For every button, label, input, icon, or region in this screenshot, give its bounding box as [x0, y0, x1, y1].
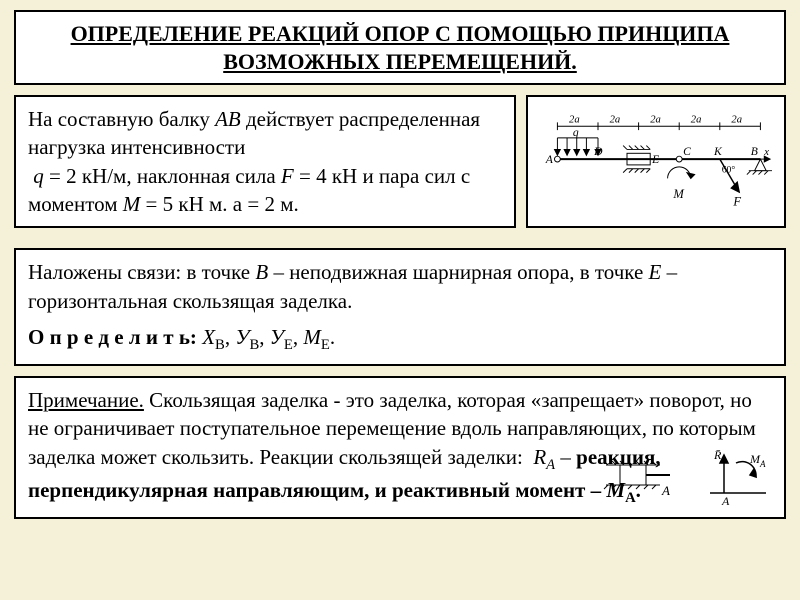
RA: R	[533, 445, 546, 469]
t: – неподвижная шарнирная опора, в точке	[268, 260, 648, 284]
determine-line: О п р е д е л и т ь: XВ, УВ, УЕ, MЕ.	[28, 323, 772, 356]
svg-text:D: D	[593, 145, 603, 158]
title-box: ОПРЕДЕЛЕНИЕ РЕАКЦИЙ ОПОР С ПОМОЩЬЮ ПРИНЦ…	[14, 10, 786, 85]
t: На составную балку	[28, 107, 215, 131]
YE: У	[270, 325, 284, 349]
t: = 2 кН/м, наклонная сила	[44, 164, 281, 188]
svg-text:q: q	[573, 126, 579, 139]
RA-sub: A	[546, 457, 555, 473]
problem-row: На составную балку AB действует распреде…	[14, 95, 786, 238]
dash: –	[555, 445, 576, 469]
svg-text:B: B	[751, 145, 758, 158]
beam-AB: AB	[215, 107, 241, 131]
constraints-line: Наложены связи: в точке B – неподвижная …	[28, 258, 772, 315]
svg-text:M: M	[672, 186, 685, 200]
YB: У	[235, 325, 249, 349]
svg-text:C: C	[683, 145, 691, 158]
XB-sub: В	[215, 337, 225, 353]
svg-text:x: x	[763, 147, 769, 158]
beam-svg: 2a 2a 2a 2a 2a	[540, 107, 772, 217]
XB: X	[202, 325, 215, 349]
page-title: ОПРЕДЕЛЕНИЕ РЕАКЦИЙ ОПОР С ПОМОЩЬЮ ПРИНЦ…	[71, 21, 730, 74]
YE-sub: Е	[284, 337, 293, 353]
determine-label: О п р е д е л и т ь:	[28, 325, 197, 349]
constraints-box: Наложены связи: в точке B – неподвижная …	[14, 248, 786, 366]
svg-text:MA: MA	[749, 452, 766, 469]
M-label: M	[123, 192, 141, 216]
svg-text:A: A	[661, 483, 670, 498]
problem-text-box: На составную балку AB действует распреде…	[14, 95, 516, 228]
q-label: q	[33, 164, 44, 188]
note-box: Примечание. Скользящая заделка - это зад…	[14, 376, 786, 519]
beam-diagram: 2a 2a 2a 2a 2a	[526, 95, 786, 228]
svg-text:K: K	[713, 145, 723, 158]
svg-text:F: F	[732, 194, 741, 208]
svg-text:A: A	[545, 153, 554, 166]
sep: ,	[293, 325, 304, 349]
svg-text:2a: 2a	[731, 114, 742, 125]
sliding-clamp-mini: A R̄A MA A	[602, 449, 772, 507]
note-head: Примечание.	[28, 388, 144, 412]
ME-sub: Е	[321, 337, 330, 353]
svg-text:2a: 2a	[569, 114, 580, 125]
sep: ,	[225, 325, 236, 349]
pt-E: E	[649, 260, 662, 284]
sep: ,	[259, 325, 270, 349]
t: = 5 кН м. а = 2 м.	[140, 192, 298, 216]
svg-text:A: A	[721, 494, 730, 507]
F-label: F	[281, 164, 294, 188]
YB-sub: В	[249, 337, 259, 353]
svg-text:60°: 60°	[722, 164, 736, 175]
ME: M	[303, 325, 321, 349]
svg-text:2a: 2a	[610, 114, 621, 125]
svg-text:2a: 2a	[650, 114, 661, 125]
t: Наложены связи: в точке	[28, 260, 255, 284]
pt-B: B	[255, 260, 268, 284]
end: .	[330, 325, 335, 349]
svg-text:2a: 2a	[691, 114, 702, 125]
svg-text:E: E	[651, 153, 659, 166]
